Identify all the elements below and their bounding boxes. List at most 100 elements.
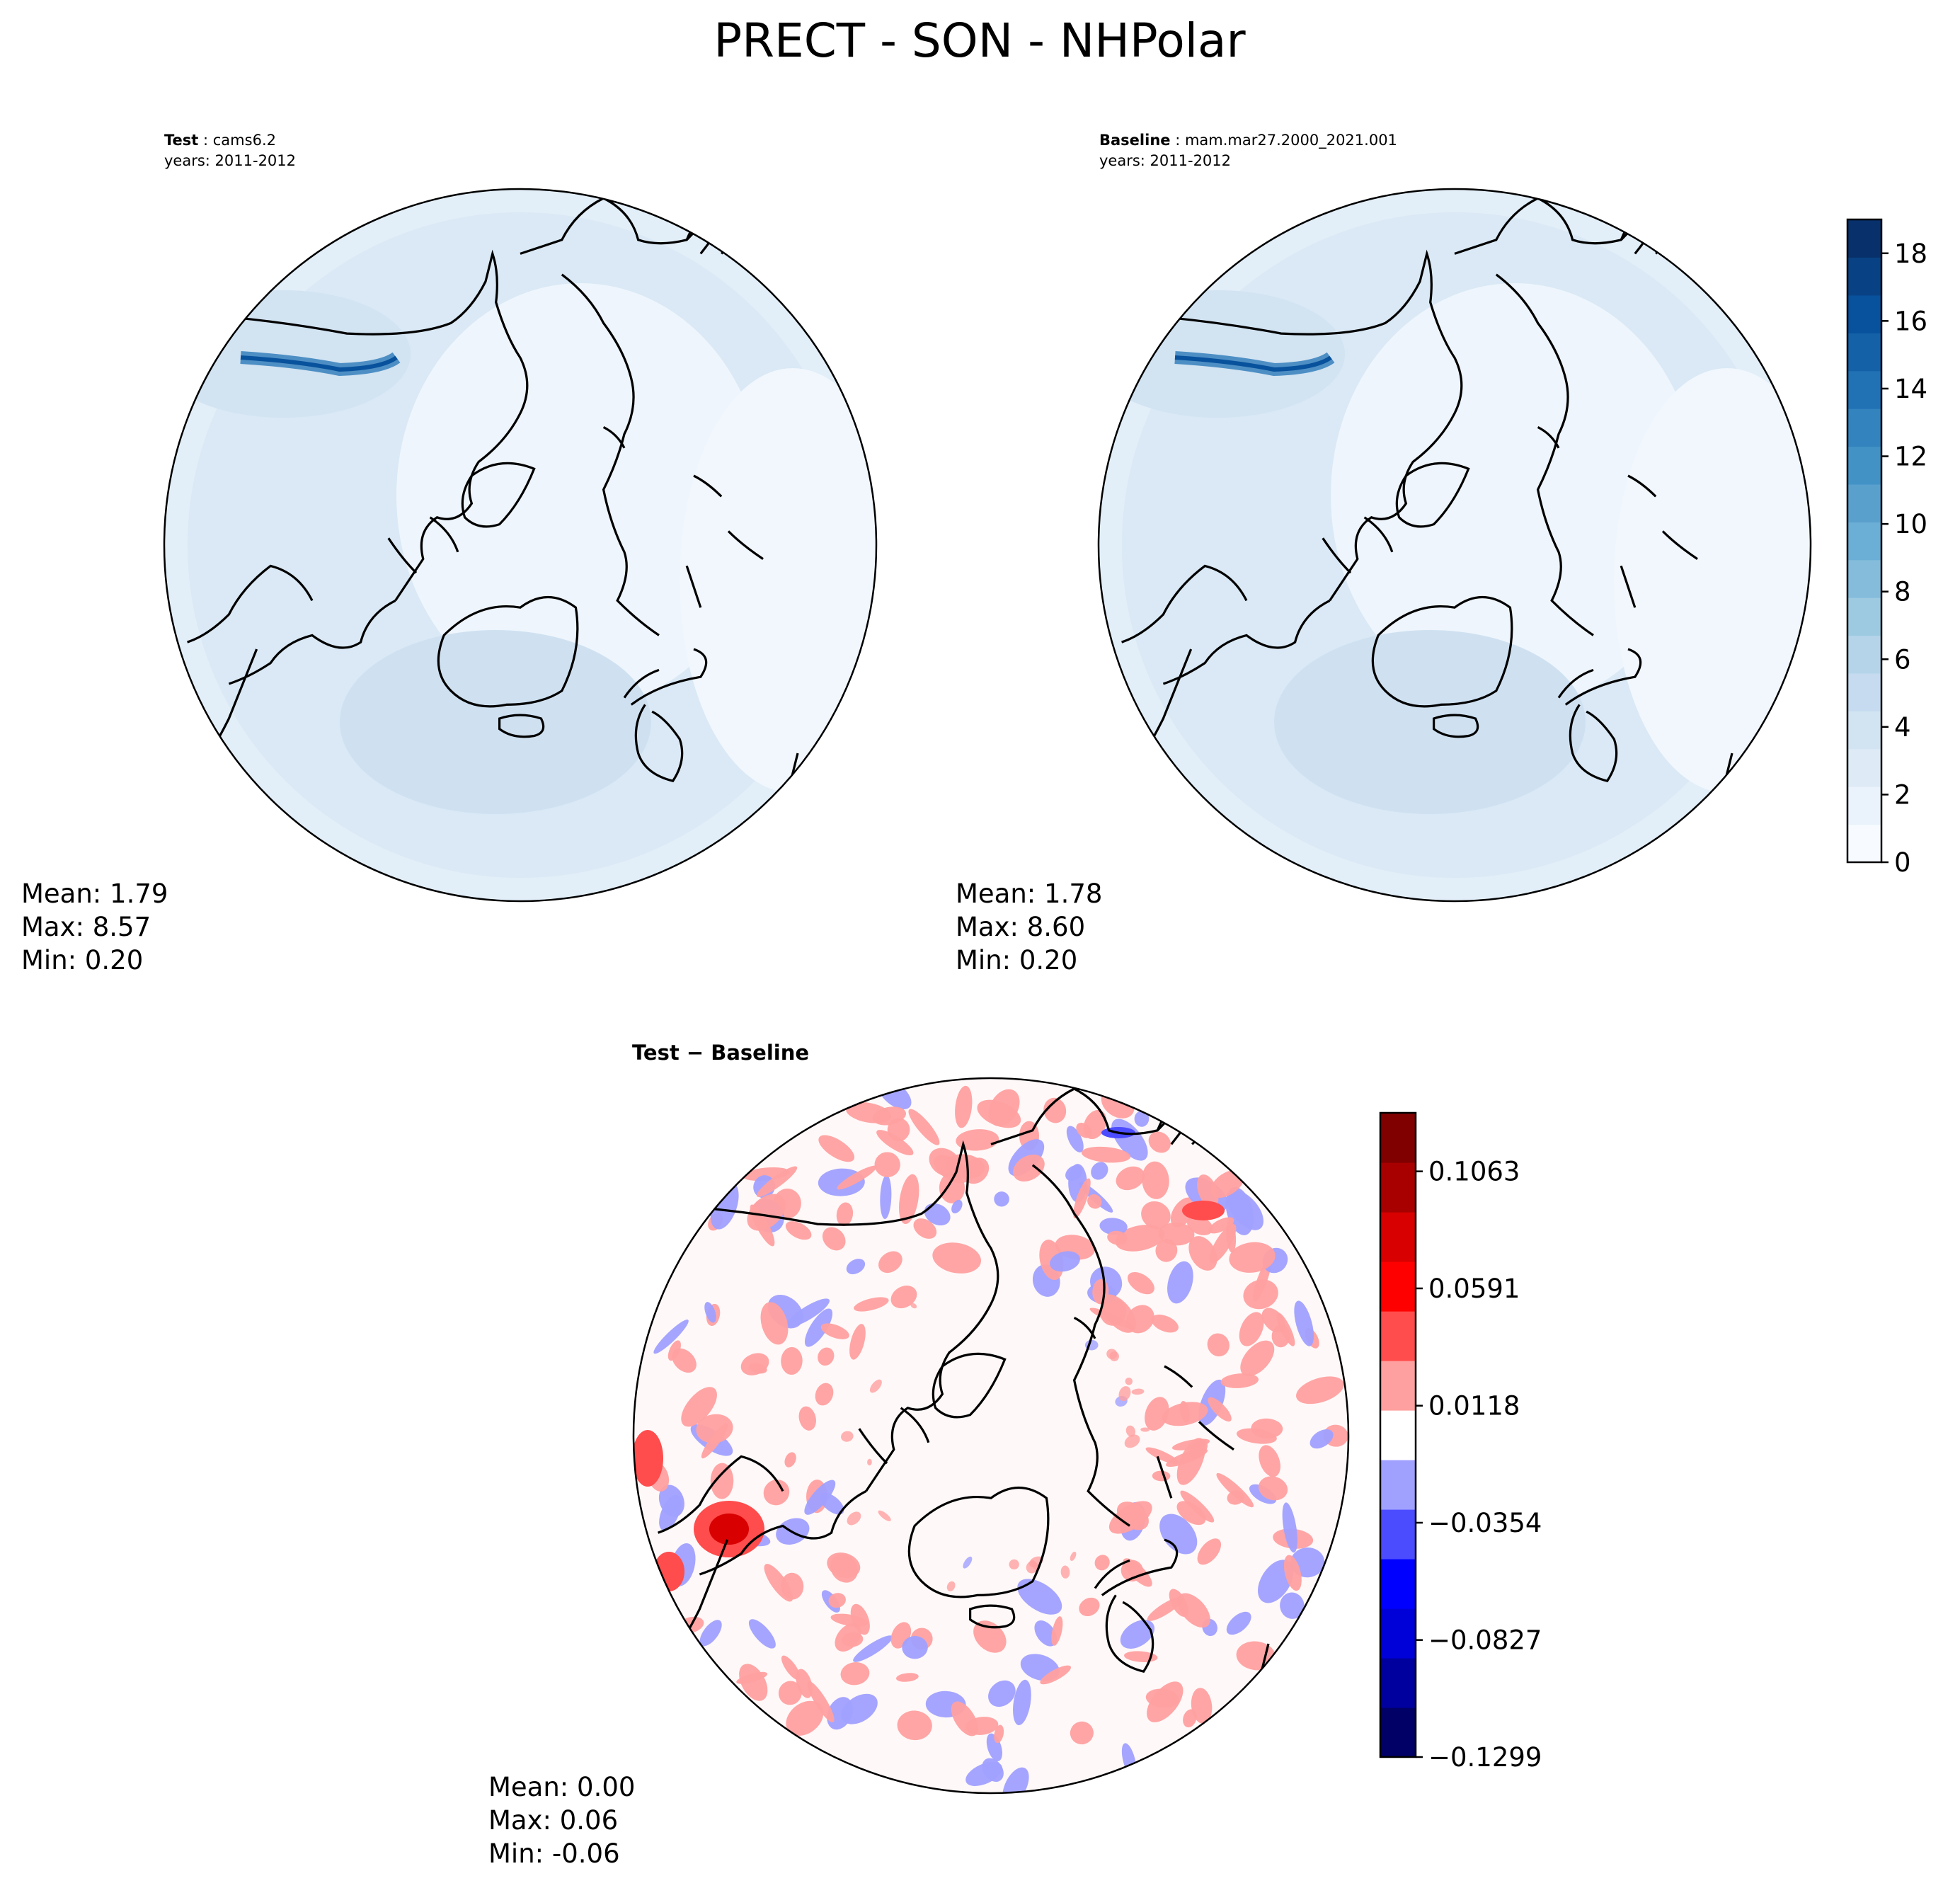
baseline-panel: Baseline : mam.mar27.2000_2021.001 years…	[956, 132, 1812, 976]
negative-anomaly	[699, 1620, 722, 1647]
positive-anomaly	[988, 1089, 1020, 1126]
diff-colorbar-band	[1380, 1361, 1416, 1411]
precip-colorbar-band	[1847, 522, 1881, 561]
precip-colorbar-band	[1847, 484, 1881, 522]
baseline-label-value: mam.mar27.2000_2021.001	[1185, 132, 1397, 149]
negative-anomaly	[853, 1635, 893, 1662]
negative-anomaly	[841, 1693, 878, 1724]
positive-anomaly	[890, 1286, 917, 1309]
diff-panel: Test − Baseline Mean: 0.00 Max: 0.06 Min…	[488, 1041, 1350, 1869]
positive-anomaly	[837, 1165, 877, 1190]
positive-anomaly	[897, 1710, 932, 1741]
precip-colorbar-tick-label: 0	[1894, 847, 1911, 878]
positive-anomaly	[1169, 1589, 1188, 1618]
diff-colorbar-band	[1380, 1212, 1416, 1262]
precip-colorbar-tick-label: 14	[1894, 374, 1927, 404]
positive-anomaly	[867, 1458, 872, 1466]
baseline-map-border	[1097, 188, 1812, 903]
positive-anomaly	[781, 1346, 803, 1375]
diff-colorbar-tick-label: 0.0591	[1428, 1274, 1520, 1304]
test-map-border	[163, 188, 878, 903]
baseline-map-pacific	[1099, 290, 1345, 418]
positive-anomaly	[739, 1664, 768, 1701]
baseline-map-atlantic	[1274, 630, 1586, 814]
positive-anomaly	[815, 1383, 834, 1406]
positive-anomaly	[841, 1431, 854, 1442]
positive-anomaly	[899, 1174, 919, 1225]
positive-anomaly	[785, 1221, 812, 1240]
positive-anomaly	[1226, 1219, 1237, 1253]
positive-anomaly	[1191, 1688, 1213, 1724]
positive-anomaly	[1051, 1616, 1063, 1646]
test-map-atlantic	[340, 630, 651, 814]
positive-anomaly	[1140, 1427, 1150, 1432]
precip-colorbar-band	[1847, 408, 1881, 447]
negative-anomaly	[704, 1302, 716, 1323]
diff-colorbar-band	[1380, 1113, 1416, 1163]
positive-anomaly	[818, 1135, 855, 1162]
precip-colorbar-band	[1847, 786, 1881, 825]
precip-colorbar-tick-label: 10	[1894, 509, 1927, 539]
positive-anomaly	[1227, 1490, 1244, 1505]
precip-colorbar-band	[1847, 748, 1881, 787]
test-map-pacific	[164, 290, 411, 418]
positive-anomaly	[876, 1130, 914, 1156]
positive-anomaly	[1141, 1201, 1171, 1230]
precip-colorbar-band	[1847, 219, 1881, 258]
positive-anomaly	[1208, 1217, 1234, 1234]
positive-anomaly	[1060, 1565, 1070, 1579]
precip-colorbar-band	[1847, 711, 1881, 750]
precip-colorbar-tick-label: 12	[1894, 442, 1927, 472]
precip-colorbar-frame	[1846, 218, 1883, 864]
diff-colorbar-tick-label: −0.0827	[1428, 1625, 1542, 1656]
positive-anomaly	[1125, 1377, 1133, 1385]
positive-anomaly	[1162, 1402, 1208, 1426]
positive-anomaly	[874, 1152, 900, 1177]
positive-anomaly	[1240, 1340, 1275, 1377]
positive-anomaly	[955, 1085, 973, 1128]
positive-anomaly	[1026, 1561, 1038, 1574]
test-map	[164, 189, 876, 901]
positive-anomaly	[763, 1480, 790, 1506]
positive-anomaly	[1108, 1501, 1152, 1534]
negative-anomaly	[1013, 1679, 1031, 1726]
positive-anomaly	[1142, 1161, 1169, 1199]
precip-colorbar-band	[1847, 257, 1881, 296]
positive-anomaly	[1040, 1665, 1072, 1685]
positive-anomaly	[1079, 1597, 1100, 1617]
negative-anomaly	[902, 1635, 928, 1659]
positive-anomaly	[951, 1701, 978, 1737]
positive-anomaly	[1229, 1242, 1276, 1273]
positive-anomaly	[869, 1379, 882, 1393]
precip-colorbar-tick-label: 6	[1894, 644, 1911, 675]
negative-anomaly	[1134, 1111, 1150, 1127]
positive-anomaly	[1094, 1555, 1110, 1571]
strong-anomaly	[653, 1552, 684, 1591]
precip-colorbar-tick-label: 16	[1894, 306, 1927, 336]
negative-anomaly	[1167, 1261, 1193, 1304]
diff-colorbar-tick-label: −0.0354	[1428, 1508, 1542, 1538]
positive-anomaly	[786, 1700, 824, 1736]
baseline-map-arctic	[1331, 283, 1699, 708]
positive-anomaly	[1220, 1373, 1259, 1388]
positive-anomaly	[798, 1406, 816, 1431]
positive-anomaly	[842, 1632, 864, 1647]
diff-label: Test − Baseline	[632, 1041, 809, 1065]
positive-anomaly	[1118, 1386, 1131, 1402]
positive-anomaly	[849, 1324, 866, 1360]
positive-anomaly	[910, 1303, 917, 1309]
positive-anomaly	[807, 1681, 835, 1722]
positive-anomaly	[1101, 1294, 1137, 1333]
positive-anomaly	[827, 1552, 861, 1579]
positive-anomaly	[820, 1323, 849, 1339]
positive-anomaly	[1145, 1397, 1169, 1431]
negative-anomaly	[1066, 1126, 1084, 1152]
precip-colorbar-band	[1847, 597, 1881, 636]
negative-anomaly	[653, 1320, 689, 1354]
diff-colorbar-band	[1380, 1658, 1416, 1708]
baseline-mean: Mean: 1.78	[956, 879, 1102, 909]
negative-anomaly	[804, 1308, 833, 1347]
positive-anomaly	[1125, 1425, 1136, 1437]
negative-anomaly	[1120, 1620, 1154, 1649]
